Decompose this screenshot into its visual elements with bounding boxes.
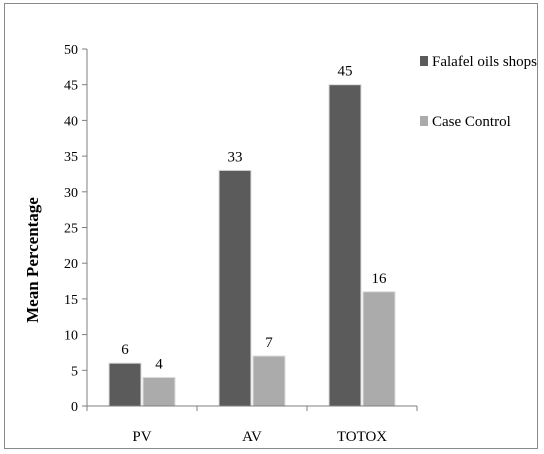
bars: 6 4 33 7 45 16 (108, 64, 396, 407)
bar-av-falafel-oils-shops (218, 169, 252, 407)
bar-pv-falafel-oils-shops (108, 362, 142, 407)
y-tick-label: 45 (64, 79, 78, 94)
y-tick-label: 5 (71, 364, 78, 379)
legend-swatch-0 (420, 56, 428, 66)
y-tick-label: 40 (64, 114, 78, 129)
y-tick-label: 25 (64, 222, 78, 237)
x-tick-label-pv: PV (132, 429, 151, 445)
bar-totox-falafel-oils-shops (328, 84, 362, 407)
data-label-av-falafel-oils-shops: 33 (228, 149, 243, 165)
bar-pv-case-control (142, 376, 176, 407)
y-tick-label: 20 (64, 257, 78, 272)
data-label-pv-falafel-oils-shops: 6 (121, 342, 129, 358)
legend-label-1: Case Control (432, 114, 511, 130)
bar-totox-case-control (362, 291, 396, 407)
data-label-av-case-control: 7 (265, 335, 273, 351)
data-label-totox-case-control: 16 (372, 271, 388, 287)
legend: Falafel oils shops Case Control (420, 54, 537, 130)
legend-swatch-1 (420, 116, 428, 126)
x-tick-label-totox: TOTOX (337, 429, 387, 445)
data-label-pv-case-control: 4 (155, 356, 163, 372)
legend-label-0: Falafel oils shops (432, 54, 537, 70)
y-tick-label: 35 (64, 150, 78, 165)
y-axis: 0 5 10 15 20 25 30 35 40 45 50 (64, 43, 88, 415)
x-tick-label-av: AV (242, 429, 262, 445)
y-tick-label: 50 (64, 43, 78, 58)
y-tick-label: 10 (64, 329, 78, 344)
y-tick-label: 30 (64, 186, 78, 201)
y-axis-label: Mean Percentage (23, 197, 42, 323)
data-label-totox-falafel-oils-shops: 45 (338, 64, 353, 80)
bar-av-case-control (252, 355, 286, 407)
y-tick-label: 0 (71, 400, 78, 415)
x-axis: PV AV TOTOX (86, 405, 418, 445)
y-tick-label: 15 (64, 293, 78, 308)
